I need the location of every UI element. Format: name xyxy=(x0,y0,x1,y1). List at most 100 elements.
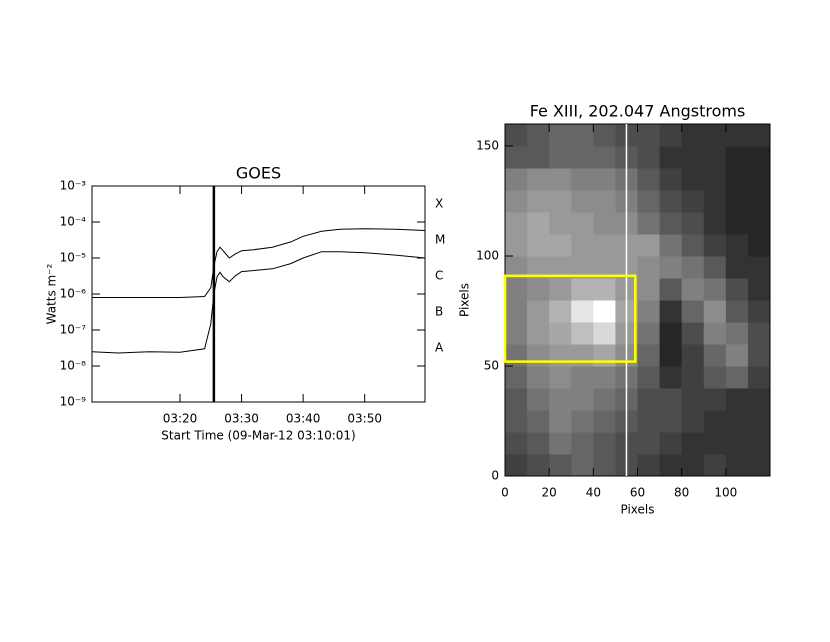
image-cell xyxy=(505,212,528,235)
image-cell xyxy=(549,212,572,235)
image-cell xyxy=(637,278,661,301)
image-cell xyxy=(571,322,594,345)
chart-title: Fe XIII, 202.047 Angstroms xyxy=(530,102,746,121)
image-cell xyxy=(725,212,749,235)
image-cell xyxy=(571,454,594,477)
y-tick-label: 0 xyxy=(491,469,499,483)
image-cell xyxy=(527,410,550,433)
image-cell xyxy=(637,322,661,345)
image-cell xyxy=(593,278,616,301)
image-cell xyxy=(571,190,594,213)
image-cell xyxy=(725,146,749,169)
image-cell xyxy=(725,234,749,257)
image-cell xyxy=(505,366,528,389)
image-cell xyxy=(747,454,771,477)
image-cell xyxy=(659,410,683,433)
image-cell xyxy=(505,124,528,147)
image-cell xyxy=(593,234,616,257)
y-tick-label: 10⁻⁶ xyxy=(60,287,87,301)
image-cell xyxy=(681,146,705,169)
image-cell xyxy=(681,344,705,367)
image-cell xyxy=(747,190,771,213)
x-tick-label: 03:20 xyxy=(163,412,198,426)
image-cell xyxy=(593,124,616,147)
image-cell xyxy=(637,454,661,477)
image-cell xyxy=(659,344,683,367)
y-tick-label: 10⁻⁵ xyxy=(60,251,87,265)
image-cell xyxy=(505,388,528,411)
image-cell xyxy=(527,454,550,477)
image-cell xyxy=(681,454,705,477)
y-tick-label: 10⁻⁹ xyxy=(60,395,87,409)
image-cell xyxy=(571,234,594,257)
image-cell xyxy=(659,388,683,411)
image-cell xyxy=(725,300,749,323)
image-cell xyxy=(681,212,705,235)
image-cell xyxy=(505,146,528,169)
image-cell xyxy=(703,344,727,367)
image-cell xyxy=(681,388,705,411)
image-cell xyxy=(681,256,705,279)
image-cell xyxy=(659,190,683,213)
image-cell xyxy=(725,344,749,367)
x-axis-label: Start Time (09-Mar-12 03:10:01) xyxy=(161,429,355,443)
image-cell xyxy=(637,366,661,389)
image-cell xyxy=(725,322,749,345)
image-cell xyxy=(593,212,616,235)
image-cell xyxy=(571,278,594,301)
image-cell xyxy=(747,432,771,455)
image-cell xyxy=(527,388,550,411)
image-cell xyxy=(659,300,683,323)
image-cell xyxy=(747,388,771,411)
image-cell xyxy=(725,454,749,477)
image-cell xyxy=(659,278,683,301)
flare-class-label: M xyxy=(435,233,445,247)
data-line xyxy=(92,228,426,298)
image-cell xyxy=(703,278,727,301)
image-cell xyxy=(593,388,616,411)
image-cell xyxy=(637,256,661,279)
image-cell xyxy=(637,388,661,411)
plot-frame xyxy=(91,185,426,403)
image-cell xyxy=(637,168,661,191)
flare-class-label: B xyxy=(435,305,443,319)
image-cell xyxy=(725,190,749,213)
y-tick-label: 100 xyxy=(476,249,499,263)
image-cell xyxy=(725,366,749,389)
image-cell xyxy=(505,278,528,301)
image-cell xyxy=(549,190,572,213)
y-axis-label: Watts m⁻² xyxy=(45,263,59,324)
image-cell xyxy=(571,300,594,323)
image-cell xyxy=(527,168,550,191)
image-cell xyxy=(549,454,572,477)
image-cell xyxy=(505,432,528,455)
image-cell xyxy=(747,256,771,279)
image-cell xyxy=(659,432,683,455)
image-cell xyxy=(747,168,771,191)
x-axis-label: Pixels xyxy=(620,503,654,517)
image-cell xyxy=(505,410,528,433)
image-cell xyxy=(681,432,705,455)
image-cell xyxy=(703,300,727,323)
image-cell xyxy=(571,168,594,191)
image-cell xyxy=(703,124,727,147)
image-cell xyxy=(571,256,594,279)
image-cell xyxy=(659,168,683,191)
x-tick-label: 03:30 xyxy=(224,412,259,426)
image-cell xyxy=(747,212,771,235)
x-tick-label: 20 xyxy=(542,486,557,500)
image-cell xyxy=(527,124,550,147)
image-cell xyxy=(725,388,749,411)
image-cell xyxy=(703,410,727,433)
image-cell xyxy=(703,322,727,345)
image-cell xyxy=(549,278,572,301)
x-tick-label: 0 xyxy=(501,486,509,500)
flare-class-label: C xyxy=(435,269,443,283)
image-cell xyxy=(681,234,705,257)
image-cell xyxy=(549,344,572,367)
image-cell xyxy=(659,256,683,279)
image-cell xyxy=(703,190,727,213)
data-line xyxy=(91,251,426,354)
x-tick-label: 03:40 xyxy=(286,412,321,426)
